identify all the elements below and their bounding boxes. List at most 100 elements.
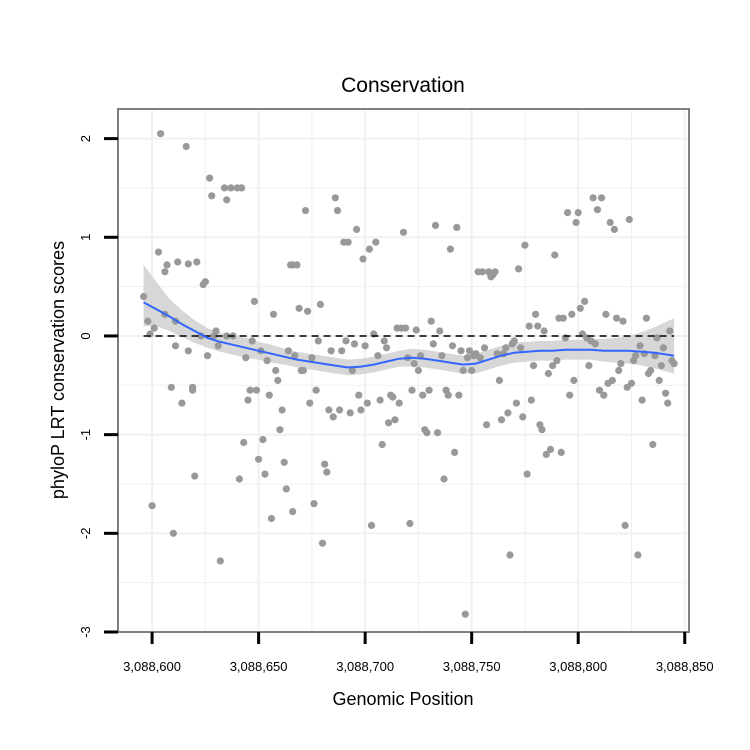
- data-point: [216, 557, 224, 565]
- data-point: [399, 228, 408, 236]
- data-point: [476, 354, 484, 362]
- data-point: [664, 399, 672, 407]
- x-axis-label: Genomic Position: [332, 689, 473, 709]
- data-point: [625, 215, 633, 224]
- data-point: [293, 261, 301, 269]
- data-point: [171, 342, 180, 350]
- data-point: [244, 396, 252, 404]
- data-point: [438, 352, 446, 360]
- data-point: [453, 223, 461, 231]
- data-point: [517, 344, 525, 352]
- data-point: [576, 304, 584, 312]
- data-point: [201, 278, 209, 286]
- data-point: [540, 327, 548, 335]
- data-point: [542, 450, 550, 458]
- data-point: [361, 342, 369, 350]
- data-point: [406, 519, 414, 528]
- data-point: [634, 551, 642, 559]
- data-point: [240, 438, 248, 447]
- data-point: [510, 337, 518, 345]
- confidence-band: [143, 264, 675, 376]
- data-point: [627, 379, 636, 387]
- x-axis-ticks: 3,088,600 3,088,650 3,088,700 3,088,750 3,08…: [123, 632, 714, 674]
- data-point: [308, 354, 316, 362]
- y-tick-label: -1: [78, 429, 93, 441]
- data-point: [372, 238, 380, 246]
- data-point: [419, 391, 427, 399]
- data-point: [363, 399, 371, 407]
- data-point: [647, 366, 655, 375]
- y-tick-label: 1: [78, 234, 93, 241]
- data-point: [525, 322, 533, 330]
- data-point: [427, 317, 435, 325]
- data-point: [191, 472, 199, 480]
- smooth-line: [143, 301, 675, 369]
- data-point: [336, 406, 344, 414]
- data-point: [184, 347, 192, 355]
- data-point: [431, 221, 440, 229]
- data-point: [348, 366, 356, 375]
- x-tick-label: 3,088,600: [123, 659, 181, 674]
- data-point: [491, 268, 499, 276]
- data-point: [223, 332, 231, 340]
- data-point: [295, 304, 303, 312]
- data-point: [265, 391, 273, 399]
- data-point: [408, 386, 416, 394]
- data-point: [529, 362, 538, 370]
- y-tick-label: 2: [78, 135, 93, 142]
- data-point: [350, 340, 359, 348]
- data-point: [657, 362, 665, 370]
- data-point: [163, 261, 171, 269]
- data-point: [440, 475, 448, 483]
- data-point: [468, 366, 476, 375]
- data-point: [483, 421, 491, 429]
- data-point: [291, 352, 299, 360]
- data-point: [570, 376, 578, 384]
- data-point: [274, 376, 282, 384]
- data-point: [252, 386, 261, 394]
- data-point: [564, 209, 572, 217]
- data-point: [670, 360, 678, 368]
- data-point: [301, 207, 310, 215]
- data-point: [446, 245, 454, 253]
- data-point: [655, 376, 663, 384]
- data-point: [376, 396, 384, 404]
- data-point: [425, 386, 433, 394]
- data-point: [610, 225, 619, 233]
- data-point: [374, 352, 382, 360]
- data-point: [263, 357, 271, 365]
- data-point: [259, 436, 267, 444]
- data-point: [255, 455, 263, 463]
- data-point: [544, 369, 553, 378]
- data-point: [506, 551, 514, 559]
- data-point: [316, 300, 324, 308]
- data-point: [333, 207, 342, 215]
- data-point: [312, 386, 320, 394]
- data-point: [465, 347, 474, 355]
- data-point: [250, 297, 258, 305]
- loess-fit-line: [143, 301, 675, 369]
- data-point: [367, 521, 376, 530]
- data-point: [591, 340, 599, 348]
- data-point: [459, 366, 467, 375]
- plot-border: [117, 108, 690, 633]
- data-point: [144, 317, 152, 325]
- data-point: [451, 448, 459, 456]
- data-point: [353, 225, 361, 233]
- data-point: [310, 500, 318, 508]
- data-point: [615, 366, 623, 375]
- data-point: [321, 460, 329, 468]
- x-tick-label: 3,088,800: [549, 659, 607, 674]
- data-point: [581, 297, 589, 305]
- grid-lines: [118, 109, 689, 632]
- data-point: [638, 396, 646, 404]
- data-point: [282, 485, 290, 493]
- data-point: [169, 529, 177, 537]
- data-point: [621, 521, 629, 530]
- data-points: [140, 130, 678, 618]
- data-point: [346, 409, 354, 417]
- data-point: [161, 268, 169, 276]
- data-point: [606, 218, 614, 227]
- data-point: [212, 327, 220, 335]
